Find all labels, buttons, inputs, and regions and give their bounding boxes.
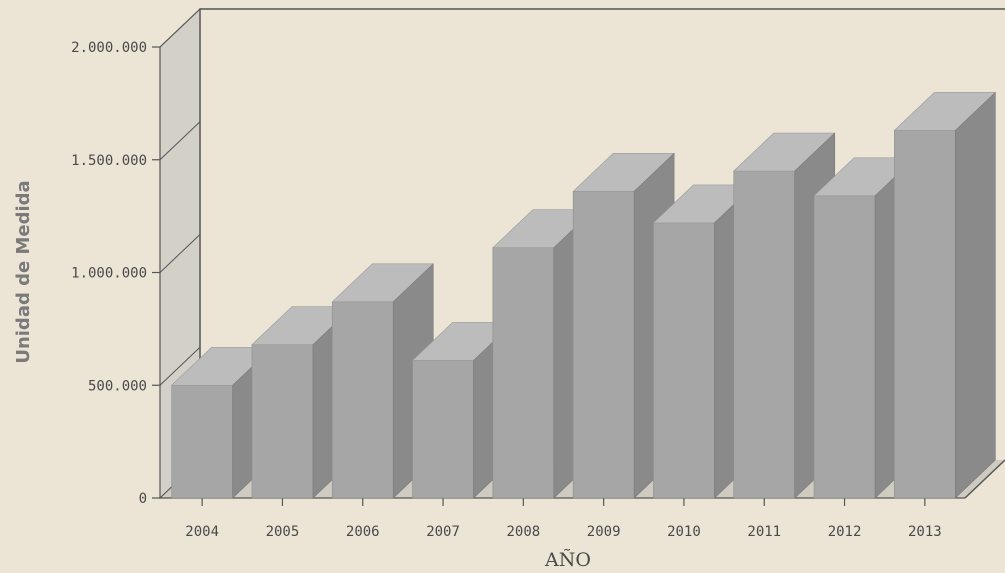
x-tick-label: 2012 <box>828 524 862 540</box>
bar-side <box>955 91 996 499</box>
x-tick-label: 2005 <box>266 524 300 540</box>
bar-front <box>733 170 796 499</box>
y-axis-title: Unidad de Medida <box>13 180 34 363</box>
y-tick-depth <box>159 346 201 386</box>
bar-front <box>492 247 555 499</box>
bar-front <box>171 384 233 499</box>
bar <box>893 91 997 499</box>
x-tick-label: 2010 <box>667 524 701 540</box>
bar-front <box>894 130 956 499</box>
y-tick-label: 1.500.000 <box>71 153 147 169</box>
y-tick-depth <box>159 234 201 273</box>
bar-front <box>331 301 394 499</box>
x-axis-title: AÑO <box>544 548 591 571</box>
bar-front <box>412 360 474 499</box>
y-tick-depth <box>159 8 201 48</box>
x-tick-label: 2009 <box>587 524 621 540</box>
labels: 0 500.000 1.000.000 1.500.000 2.000.000 2004 2… <box>71 40 942 540</box>
y-tick-label: 1.000.000 <box>71 266 147 282</box>
bars <box>170 91 997 499</box>
y-tick-label: 2.000.000 <box>71 40 147 56</box>
floor-edge <box>964 459 1005 499</box>
x-tick-label: 2006 <box>346 524 380 540</box>
bar-front <box>653 222 715 499</box>
x-tick-label: 2013 <box>908 524 942 540</box>
bar-front <box>251 344 314 499</box>
y-tick-label: 500.000 <box>88 378 147 394</box>
x-tick-label: 2011 <box>747 524 781 540</box>
x-tick-label: 2007 <box>426 524 460 540</box>
y-tick-label: 0 <box>139 491 147 507</box>
y-tick-depth <box>159 121 201 161</box>
bar-front <box>572 191 635 499</box>
x-tick-label: 2004 <box>185 524 219 540</box>
bar-front <box>813 195 876 499</box>
x-tick-label: 2008 <box>506 524 540 540</box>
